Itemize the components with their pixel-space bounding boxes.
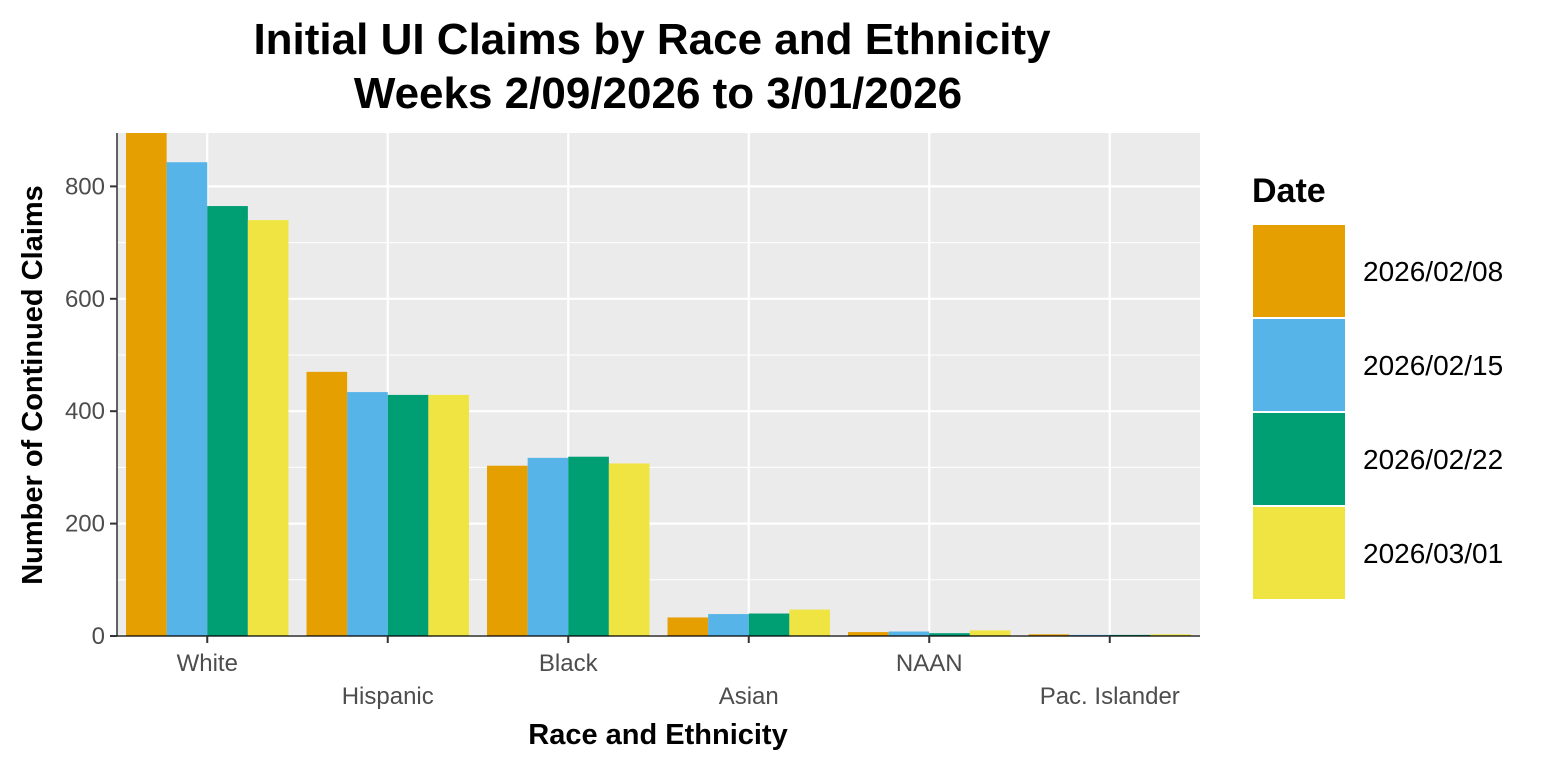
bar: [1028, 634, 1070, 636]
bar: [568, 456, 609, 636]
bar: [166, 162, 208, 636]
plot-panel: [117, 133, 1200, 636]
y-tick-label: 400: [65, 398, 105, 425]
bar: [347, 392, 388, 636]
bar: [387, 394, 429, 636]
legend-title: Date: [1252, 172, 1326, 210]
x-tick-label: Asian: [719, 683, 779, 710]
bar: [888, 631, 930, 636]
bar: [207, 206, 248, 636]
x-axis-title: Race and Ethnicity: [528, 719, 787, 751]
x-tick-label: Pac. Islander: [1040, 683, 1180, 710]
legend-key: [1251, 317, 1347, 413]
y-axis-title: Number of Continued Claims: [17, 185, 49, 585]
y-tick-label: 200: [65, 511, 105, 538]
legend-key: [1251, 223, 1347, 319]
bar: [667, 617, 709, 636]
y-tick-label: 800: [65, 173, 105, 200]
bar: [247, 220, 289, 636]
bar: [126, 133, 167, 636]
y-tick-label: 600: [65, 286, 105, 313]
bar: [306, 371, 348, 636]
bar: [487, 465, 528, 636]
legend-label: 2026/02/15: [1363, 350, 1503, 381]
legend: Date 2026/02/08 2026/02/15 2026/02/22 2026/…: [1251, 172, 1503, 601]
bar: [929, 633, 970, 636]
x-tick-label: NAAN: [896, 650, 963, 677]
bar: [789, 609, 830, 636]
bar: [527, 457, 569, 636]
x-tick-label: Black: [539, 650, 599, 677]
bar: [608, 463, 650, 636]
bar: [708, 614, 749, 636]
bar: [1150, 634, 1191, 636]
bar: [848, 632, 889, 636]
legend-label: 2026/03/01: [1363, 538, 1503, 569]
bar: [969, 630, 1011, 636]
chart-title-line1: Initial UI Claims by Race and Ethnicity: [253, 15, 1051, 64]
legend-key: [1251, 505, 1347, 601]
x-tick-label: White: [177, 650, 238, 677]
legend-label: 2026/02/22: [1363, 444, 1503, 475]
y-tick-label: 0: [92, 623, 105, 650]
bars: [126, 133, 1191, 636]
axes: 0 200 400 600 800 White Hispanic Black Asian NAAN…: [65, 133, 1200, 710]
chart-title-line2: Weeks 2/09/2026 to 3/01/2026: [354, 69, 962, 118]
bar: [428, 394, 469, 636]
bar: [748, 613, 790, 636]
x-tick-label: Hispanic: [342, 683, 434, 710]
legend-key: [1251, 411, 1347, 507]
legend-label: 2026/02/08: [1363, 256, 1503, 287]
